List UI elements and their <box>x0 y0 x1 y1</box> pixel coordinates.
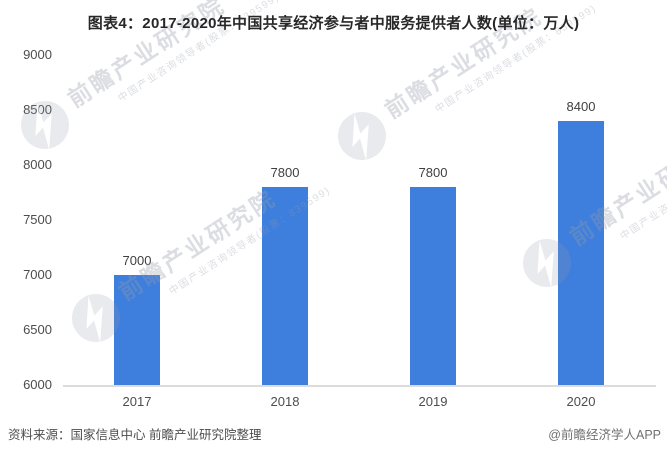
x-axis-line <box>63 385 656 387</box>
x-tick-label: 2020 <box>566 394 596 409</box>
y-tick-label: 7000 <box>23 267 52 282</box>
y-tick-label: 6000 <box>23 377 52 392</box>
bar-2020 <box>558 121 604 385</box>
bar-2018 <box>262 187 308 385</box>
bar-value-label: 8400 <box>566 99 596 114</box>
bar-value-label: 7000 <box>122 253 152 268</box>
x-tick-label: 2017 <box>122 394 152 409</box>
bar-2017 <box>114 275 160 385</box>
y-tick-label: 6500 <box>23 322 52 337</box>
y-tick-label: 7500 <box>23 212 52 227</box>
footer-credit-text: @前瞻经济学人APP <box>548 428 661 442</box>
x-tick-label: 2018 <box>270 394 300 409</box>
y-tick-label: 9000 <box>23 47 52 62</box>
y-tick-label: 8500 <box>23 102 52 117</box>
x-tick-label: 2019 <box>418 394 448 409</box>
bar-2019 <box>410 187 456 385</box>
chart-title: 图表4：2017-2020年中国共享经济参与者中服务提供者人数(单位：万人) <box>87 15 580 32</box>
y-tick-label: 8000 <box>23 157 52 172</box>
bar-value-label: 7800 <box>270 165 300 180</box>
footer-source-text: 资料来源：国家信息中心 前瞻产业研究院整理 <box>8 428 262 442</box>
bar-value-label: 7800 <box>418 165 448 180</box>
